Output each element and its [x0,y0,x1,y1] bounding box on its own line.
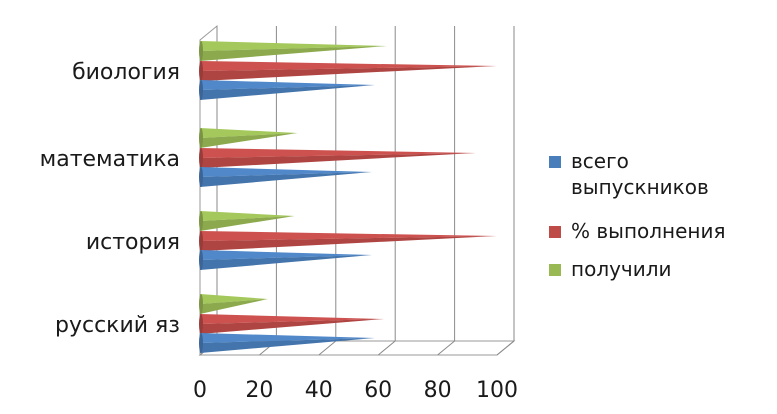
bar-face-top [200,41,387,51]
floor-gridline-40 [318,340,337,356]
y-axis: русский яз история математика биология [40,60,180,338]
bar-face-top [200,294,268,304]
bars [199,41,497,353]
bar-base [199,80,203,100]
category-label: русский яз [55,313,180,338]
bar-математика-% выполнения [199,148,476,168]
bar-base [199,294,203,314]
floor-gridline-100 [496,340,515,356]
bar-base [199,333,203,353]
bar-face-bottom [200,172,372,187]
legend-item: всего выпускников [549,149,709,199]
bar-математика-всего выпускников [199,167,372,187]
category-label: история [86,230,180,255]
legend-item: получили [549,257,672,281]
legend-label: % выполнения [571,219,726,243]
bar-русский яз-% выполнения [199,314,384,334]
floor-gridline-80 [437,340,455,356]
legend-label: всего выпускников [571,149,709,199]
bar-face-bottom [200,236,497,251]
legend: всего выпускников % выполнения получили [549,149,726,281]
bar-история-% выполнения [199,231,497,251]
bar-face-top [200,167,372,177]
bar-русский яз-всего выпускников [199,333,375,353]
bar-base [199,314,203,334]
bar-биология-% выполнения [199,61,497,81]
bar-base [199,231,203,251]
bar-base [199,41,203,61]
bar-face-top [200,211,295,221]
legend-swatch [549,264,561,276]
x-tick-label: 60 [364,378,392,403]
bar-face-bottom [200,299,268,314]
bar-base [199,128,203,148]
bar-face-top [200,148,476,158]
bar-история-всего выпускников [199,250,372,270]
bar-история-получили [199,211,295,231]
x-tick-label: 20 [245,378,273,403]
x-tick-label: 100 [476,378,518,403]
bar-face-bottom [200,216,295,231]
bar-face-top [200,231,497,241]
legend-swatch [549,156,561,168]
bar-биология-всего выпускников [199,80,375,100]
bar-face-top [200,128,298,138]
legend-label: получили [571,257,672,281]
bar-математика-получили [199,128,298,148]
bar-base [199,167,203,187]
floor-gridline-60 [377,340,396,356]
x-tick-label: 80 [424,378,452,403]
category-label: биология [72,60,180,85]
bar-face-top [200,333,375,343]
bar-base [199,61,203,81]
bar-face-bottom [200,133,298,148]
bar-face-bottom [200,153,476,168]
category-label: математика [40,147,180,172]
x-tick-label: 40 [305,378,333,403]
bar-face-top [200,61,497,71]
bar-base [199,148,203,168]
bar-base [199,211,203,231]
x-tick-label: 0 [193,378,207,403]
bar-face-bottom [200,66,497,81]
legend-item: % выполнения [549,219,726,243]
legend-swatch [549,226,561,238]
bar-face-bottom [200,46,387,61]
bar-face-bottom [200,85,375,100]
bar-face-top [200,250,372,260]
bar-русский яз-получили [199,294,268,314]
bar-face-top [200,80,375,90]
bar-face-top [200,314,384,324]
bar-биология-получили [199,41,387,61]
bar-face-bottom [200,319,384,334]
bar-base [199,250,203,270]
bar-face-bottom [200,338,375,353]
bar-face-bottom [200,255,372,270]
x-axis: 0 20 40 60 80 100 [193,378,518,403]
